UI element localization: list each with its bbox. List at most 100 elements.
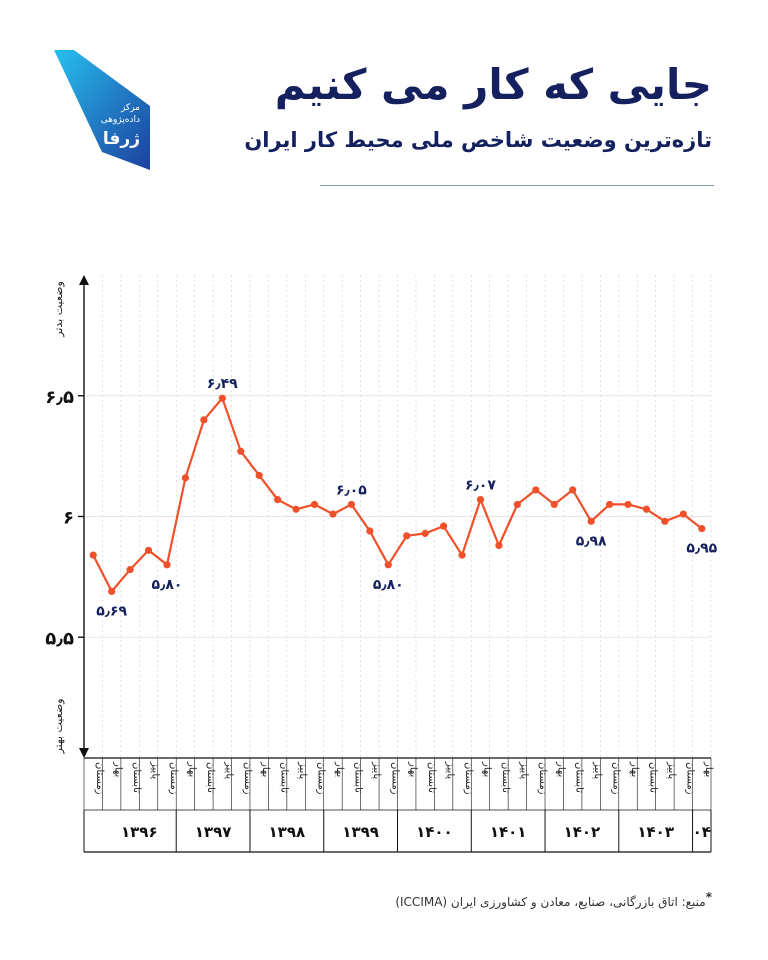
data-point	[587, 517, 595, 525]
data-point	[532, 486, 540, 494]
y-tick-label: ۵٫۵	[45, 628, 74, 649]
data-label: ۵٫۹۵	[686, 541, 717, 557]
season-label: بهار	[703, 761, 714, 777]
data-point	[569, 486, 577, 494]
source-marker: *	[705, 890, 712, 904]
season-label: زمستان	[168, 762, 179, 795]
y-axis-arrow-down	[79, 748, 89, 758]
data-point	[513, 500, 521, 509]
data-point	[605, 500, 614, 509]
season-label: تابستان	[426, 762, 437, 793]
season-label: تابستان	[574, 762, 585, 793]
data-point	[384, 561, 392, 569]
season-label: پاییز	[518, 761, 529, 779]
data-point	[624, 500, 632, 509]
logo-line2: داده‌پژوهی	[101, 115, 140, 125]
source-text: منبع: اتاق بازرگانی، صنایع، معادن و کشاو…	[395, 895, 706, 909]
season-label: پاییز	[666, 761, 677, 779]
season-label: تابستان	[279, 762, 290, 793]
data-point	[642, 505, 651, 513]
data-point	[366, 527, 374, 535]
season-label: بهار	[334, 761, 345, 777]
season-label: پاییز	[150, 761, 161, 779]
data-point	[292, 505, 300, 513]
y-axis-arrow-up	[79, 275, 89, 285]
page-title: جایی که کار می کنیم	[274, 60, 712, 109]
y-arrow-label-bottom: وضعیت بهتر	[52, 698, 65, 754]
season-label: زمستان	[389, 762, 400, 795]
source-note: *منبع: اتاق بازرگانی، صنایع، معادن و کشا…	[395, 890, 712, 909]
season-label: پاییز	[592, 761, 603, 779]
data-label: ۶٫۴۹	[207, 376, 238, 392]
season-label: پاییز	[371, 761, 382, 779]
year-label: ۱۴۰۰	[416, 823, 453, 841]
data-point	[144, 546, 153, 554]
data-label: ۵٫۹۸	[576, 533, 607, 549]
data-label: ۵٫۸۰	[152, 577, 183, 593]
year-label: ۱۳۹۸	[269, 823, 306, 841]
data-point	[421, 529, 429, 538]
year-label: ۱۳۹۹	[342, 823, 379, 841]
data-point	[126, 566, 134, 574]
y-tick-label: ۶٫۵	[45, 387, 74, 408]
season-label: تابستان	[352, 762, 363, 793]
season-label: تابستان	[205, 762, 216, 793]
data-point	[440, 522, 448, 530]
data-point	[495, 541, 503, 550]
page-subtitle: تازه‌ترین وضعیت شاخص ملی محیط کار ایران	[244, 128, 712, 152]
season-label: بهار	[260, 761, 271, 777]
data-point	[476, 495, 485, 504]
data-point	[310, 500, 319, 509]
data-point	[403, 532, 411, 540]
logo-brand: ژرفا	[103, 129, 140, 149]
data-point	[200, 416, 208, 424]
season-label: بهار	[629, 761, 640, 777]
data-point	[698, 524, 706, 533]
data-point	[458, 551, 466, 559]
data-point	[218, 394, 226, 402]
season-label: تابستان	[647, 762, 658, 793]
y-tick-label: ۶	[63, 508, 74, 529]
data-point	[163, 561, 171, 569]
season-label: تابستان	[500, 762, 511, 793]
year-label: ۰۴	[693, 823, 711, 841]
season-label: زمستان	[94, 762, 105, 795]
data-label: ۵٫۶۹	[96, 603, 127, 619]
season-label: بهار	[555, 761, 566, 777]
season-label: پاییز	[223, 761, 234, 779]
season-label: زمستان	[611, 762, 622, 795]
season-label: بهار	[481, 761, 492, 777]
data-point	[661, 517, 669, 525]
y-arrow-label-top: وضعیت بدتر	[52, 281, 65, 338]
data-label: ۶٫۰۷	[465, 478, 496, 494]
data-point	[181, 474, 190, 482]
data-point	[89, 551, 97, 559]
header-divider	[320, 185, 714, 186]
data-point	[274, 495, 282, 504]
data-point	[679, 510, 687, 518]
zharfa-logo: مرکز داده‌پژوهی ژرفا	[54, 50, 150, 170]
season-label: بهار	[113, 761, 124, 777]
data-point	[108, 587, 116, 595]
season-label: زمستان	[242, 762, 253, 795]
year-label: ۱۴۰۳	[637, 823, 674, 841]
season-label: زمستان	[463, 762, 474, 795]
season-label: زمستان	[684, 762, 695, 795]
season-label: بهار	[408, 761, 419, 777]
season-label: زمستان	[316, 762, 327, 795]
year-label: ۱۴۰۲	[564, 823, 601, 841]
series-line	[92, 397, 703, 593]
season-label: پاییز	[297, 761, 308, 779]
year-label: ۱۴۰۱	[490, 823, 527, 841]
season-label: زمستان	[537, 762, 548, 795]
logo-line1: مرکز	[120, 103, 140, 113]
year-label: ۱۳۹۶	[121, 823, 158, 841]
data-point	[550, 500, 558, 509]
data-point	[237, 447, 245, 455]
data-label: ۶٫۰۵	[336, 482, 367, 498]
data-label: ۵٫۸۰	[373, 577, 404, 593]
data-point	[329, 510, 337, 518]
season-label: تابستان	[131, 762, 142, 793]
data-point	[255, 471, 263, 480]
